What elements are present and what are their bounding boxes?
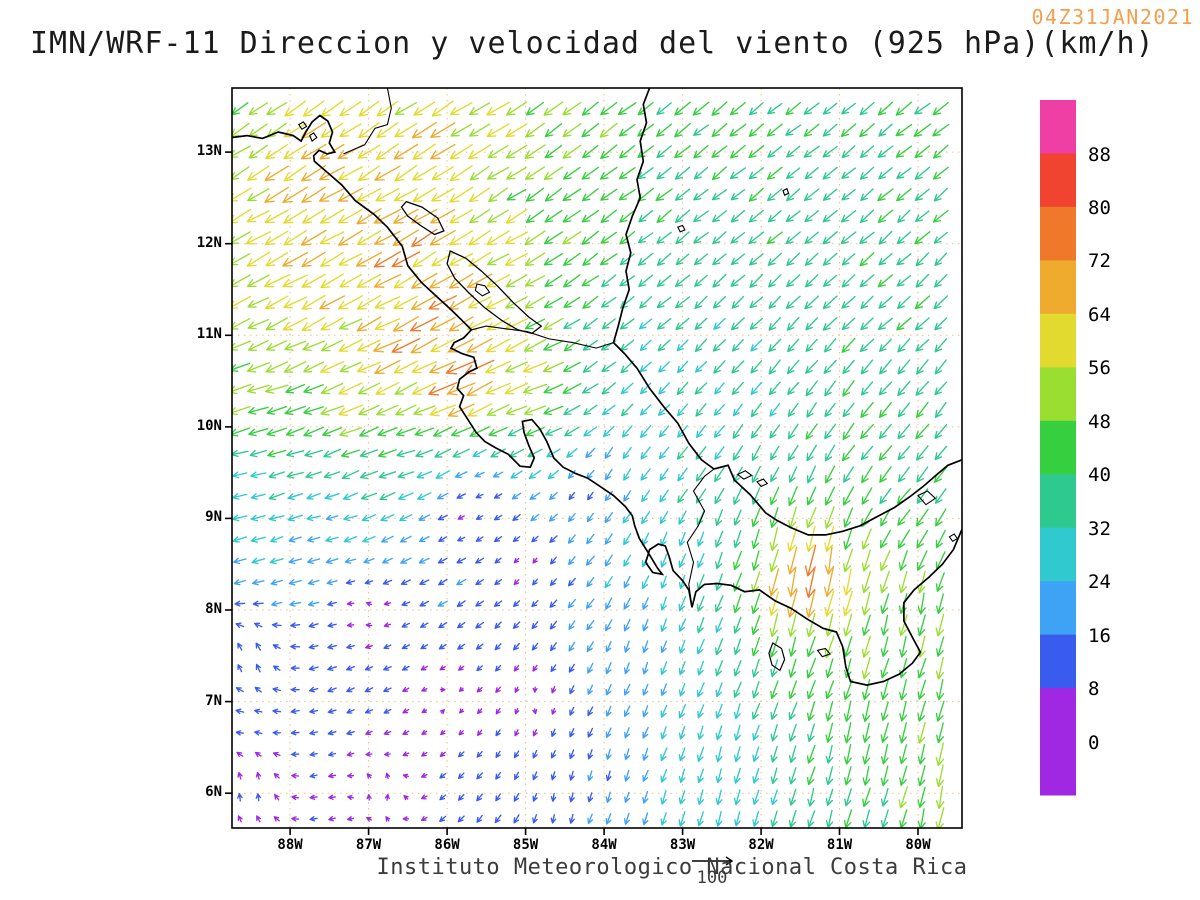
colorbar-segment bbox=[1040, 153, 1076, 208]
colorbar-label-64: 64 bbox=[1088, 303, 1111, 326]
colorbar-label-48: 48 bbox=[1088, 410, 1111, 433]
colorbar-segment bbox=[1040, 581, 1076, 636]
border-honduras-nicaragua bbox=[343, 88, 392, 155]
colorbar-segment bbox=[1040, 100, 1076, 154]
lon-label-82W: 82W bbox=[748, 837, 774, 853]
wind-arrow-group bbox=[236, 514, 557, 823]
lon-label-84W: 84W bbox=[591, 837, 617, 853]
taboga-island bbox=[948, 533, 959, 543]
border-nicaragua-costarica bbox=[471, 325, 614, 349]
wind-arrow-group bbox=[232, 101, 945, 828]
colorbar-segment bbox=[1040, 420, 1076, 475]
corn-island bbox=[677, 224, 686, 233]
pacific-coastline bbox=[232, 114, 962, 686]
colorbar-label-80: 80 bbox=[1088, 196, 1111, 219]
lon-label-81W: 81W bbox=[826, 837, 853, 853]
lat-label-6N: 6N bbox=[205, 784, 222, 801]
colorbar-label-32: 32 bbox=[1088, 517, 1111, 540]
colorbar-segment bbox=[1040, 741, 1076, 796]
lat-label-13N: 13N bbox=[196, 143, 222, 160]
fonseca-island-1 bbox=[309, 132, 318, 142]
lat-label-10N: 10N bbox=[196, 417, 222, 434]
colorbar-segment bbox=[1040, 206, 1076, 261]
lon-label-85W: 85W bbox=[512, 837, 539, 853]
lat-label-9N: 9N bbox=[205, 509, 222, 526]
colorbar-segment bbox=[1040, 367, 1076, 422]
lat-label-11N: 11N bbox=[196, 326, 222, 343]
wind-arrow-group bbox=[232, 100, 853, 617]
plot-frame bbox=[225, 87, 963, 835]
ometepe-island bbox=[474, 283, 491, 297]
colorbar-segment bbox=[1040, 474, 1076, 529]
lake-managua bbox=[400, 200, 445, 236]
coiba-island bbox=[768, 642, 786, 672]
colorbar-label-40: 40 bbox=[1088, 464, 1111, 487]
colorbar-label-72: 72 bbox=[1088, 250, 1111, 273]
fonseca-island-2 bbox=[297, 121, 308, 130]
colorbar-segment bbox=[1040, 688, 1076, 743]
bocas-island-1 bbox=[736, 470, 753, 480]
lon-label-80W: 80W bbox=[905, 837, 931, 853]
wind-arrow-group bbox=[233, 447, 668, 826]
colorbar-segment bbox=[1040, 634, 1076, 689]
lat-label-12N: 12N bbox=[196, 234, 222, 251]
colorbar-label-0: 0 bbox=[1088, 731, 1100, 754]
wind-arrow-group bbox=[232, 101, 949, 828]
caribbean-coastline bbox=[612, 88, 962, 536]
colorbar-label-56: 56 bbox=[1088, 357, 1111, 380]
wind-arrow-group bbox=[232, 317, 781, 827]
lake-gatun bbox=[917, 490, 937, 506]
lon-label-86W: 86W bbox=[434, 837, 460, 853]
wind-arrow-group bbox=[234, 491, 612, 824]
san-andres-island bbox=[782, 187, 790, 196]
coastlines-layer bbox=[232, 88, 962, 686]
border-costarica-panama bbox=[686, 468, 715, 608]
colorbar-segment bbox=[1040, 260, 1076, 315]
reference-vector-arrow bbox=[692, 856, 734, 866]
lat-label-8N: 8N bbox=[205, 601, 222, 618]
colorbar-segment bbox=[1040, 527, 1076, 582]
chart-title: IMN/WRF-11 Direccion y velocidad del vie… bbox=[30, 26, 1155, 61]
lon-label-88W: 88W bbox=[277, 837, 303, 853]
reference-vector-label: 100 bbox=[696, 868, 728, 888]
lon-label-87W: 87W bbox=[355, 837, 382, 853]
lat-label-7N: 7N bbox=[205, 692, 222, 709]
wind-arrows-layer bbox=[232, 100, 950, 828]
bocas-island-2 bbox=[756, 478, 769, 488]
colorbar-label-8: 8 bbox=[1088, 678, 1100, 701]
cebaco-island bbox=[816, 647, 832, 658]
institution-caption: Instituto Meteorologico Nacional Costa R… bbox=[376, 855, 968, 880]
colorbar-label-16: 16 bbox=[1088, 624, 1111, 647]
colorbar bbox=[1040, 100, 1076, 796]
colorbar-segment bbox=[1040, 313, 1076, 368]
lon-label-83W: 83W bbox=[669, 837, 696, 853]
valid-time-label: 04Z31JAN2021 bbox=[1031, 5, 1194, 29]
wind-arrow-group bbox=[264, 121, 835, 618]
wind-arrow-group bbox=[232, 101, 950, 828]
wind-arrow-group bbox=[373, 228, 817, 599]
colorbar-label-88: 88 bbox=[1088, 143, 1111, 166]
colorbar-label-24: 24 bbox=[1088, 571, 1111, 594]
